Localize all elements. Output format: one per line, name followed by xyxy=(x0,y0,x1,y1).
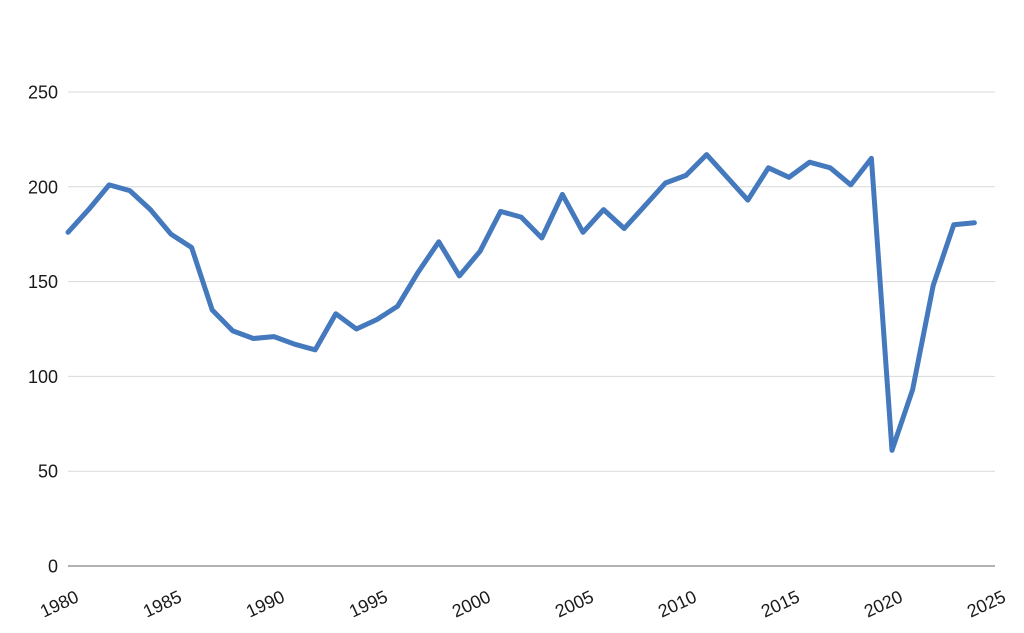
y-tick-label: 250 xyxy=(28,83,58,103)
y-tick-label: 150 xyxy=(28,272,58,292)
x-tick-label: 2000 xyxy=(449,586,494,621)
x-tick-label: 1990 xyxy=(243,586,288,621)
x-tick-label: 1980 xyxy=(37,586,82,621)
y-tick-label: 200 xyxy=(28,177,58,197)
y-tick-label: 0 xyxy=(48,557,58,577)
x-tick-label: 1995 xyxy=(346,586,391,621)
x-tick-label: 2025 xyxy=(964,586,1009,621)
x-tick-label: 2005 xyxy=(552,586,597,621)
x-tick-label: 2010 xyxy=(655,586,700,621)
x-tick-label: 1985 xyxy=(140,586,185,621)
x-tick-label: 2015 xyxy=(758,586,803,621)
y-tick-label: 50 xyxy=(38,462,58,482)
data-series-line xyxy=(65,152,977,453)
y-tick-label: 100 xyxy=(28,367,58,387)
x-tick-label: 2020 xyxy=(861,586,906,621)
